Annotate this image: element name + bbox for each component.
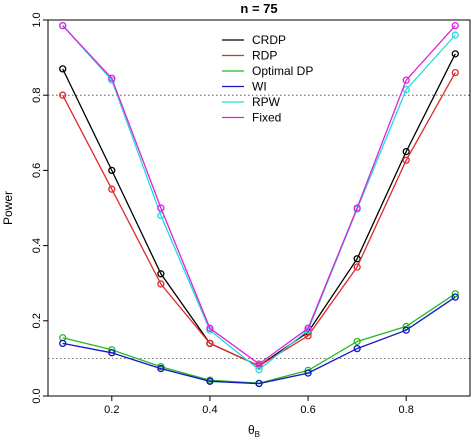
y-axis-title: Power	[1, 191, 15, 225]
legend-label-rdp: RDP	[252, 49, 277, 63]
x-axis-title-main: θ	[248, 423, 255, 437]
legend-item-rpw: RPW	[222, 95, 281, 109]
x-axis: 0.2 0.4 0.6 0.8	[104, 396, 414, 416]
legend-label-fixed: Fixed	[252, 111, 281, 125]
chart-title: n = 75	[240, 1, 277, 16]
legend-item-rdp: RDP	[222, 49, 277, 63]
data-point-wi	[108, 349, 116, 357]
x-tick-label: 0.2	[104, 404, 119, 416]
data-point-rdp	[451, 68, 459, 77]
data-point-rdp	[157, 280, 165, 288]
data-point-fixed	[353, 204, 361, 212]
data-point-rdp	[402, 156, 410, 164]
data-point-wi	[206, 377, 214, 385]
x-tick-label: 0.8	[399, 404, 414, 416]
legend-item-crdp: CRDP	[222, 33, 286, 47]
y-tick-label: 0.2	[31, 313, 43, 328]
series-line-rdp	[62, 72, 456, 367]
series-optimal-dp	[59, 290, 459, 387]
data-point-crdp	[402, 147, 410, 156]
legend-item-wi: WI	[222, 80, 267, 94]
data-point-fixed	[206, 324, 214, 332]
data-point-optimal-dp	[353, 337, 361, 346]
data-point-wi	[59, 339, 67, 348]
series-line-wi	[62, 296, 456, 385]
series-line-rpw	[62, 25, 456, 371]
series-layer	[59, 21, 459, 388]
data-point-wi	[402, 326, 410, 334]
data-point-rdp	[59, 91, 67, 99]
data-point-wi	[353, 344, 361, 353]
data-point-fixed	[59, 21, 67, 30]
x-tick-label: 0.4	[202, 404, 217, 416]
y-tick-label: 0.8	[31, 88, 43, 103]
series-line-fixed	[62, 25, 456, 365]
data-point-fixed	[451, 21, 459, 30]
data-point-fixed	[402, 76, 410, 84]
data-point-fixed	[304, 324, 312, 332]
data-point-crdp	[108, 166, 116, 175]
legend-item-fixed: Fixed	[222, 111, 281, 125]
data-point-wi	[304, 369, 312, 377]
x-axis-title: θB	[248, 423, 260, 439]
y-tick-label: 0.4	[31, 238, 43, 253]
data-point-wi	[451, 293, 459, 301]
data-point-fixed	[108, 74, 116, 82]
data-point-rpw	[451, 31, 459, 39]
legend-label-crdp: CRDP	[252, 33, 286, 47]
x-axis-title-subscript: B	[255, 430, 260, 439]
series-rdp	[59, 68, 459, 370]
data-point-fixed	[255, 360, 263, 368]
data-point-rdp	[206, 339, 214, 348]
series-fixed	[59, 21, 459, 368]
data-point-wi	[157, 364, 165, 373]
reference-lines	[48, 94, 470, 359]
data-point-rdp	[353, 263, 361, 271]
data-point-crdp	[59, 65, 67, 73]
series-wi	[59, 293, 459, 388]
data-point-optimal-dp	[451, 290, 459, 298]
data-point-wi	[255, 379, 263, 388]
y-tick-label: 1.0	[31, 12, 43, 27]
data-point-crdp	[157, 270, 165, 278]
legend-label-optimal-dp: Optimal DP	[252, 64, 313, 78]
y-tick-label: 0.0	[31, 388, 43, 403]
data-point-fixed	[157, 204, 165, 212]
y-axis: 0.0 0.2 0.4 0.6 0.8 1.0	[31, 12, 48, 404]
y-tick-label: 0.6	[31, 163, 43, 178]
x-tick-label: 0.6	[300, 404, 315, 416]
data-point-crdp	[451, 50, 459, 58]
legend-item-optimal-dp: Optimal DP	[222, 64, 313, 78]
legend-label-wi: WI	[252, 80, 267, 94]
data-point-rdp	[108, 185, 116, 193]
legend-label-rpw: RPW	[252, 95, 281, 109]
plot-frame	[47, 19, 471, 397]
data-point-crdp	[353, 255, 361, 263]
